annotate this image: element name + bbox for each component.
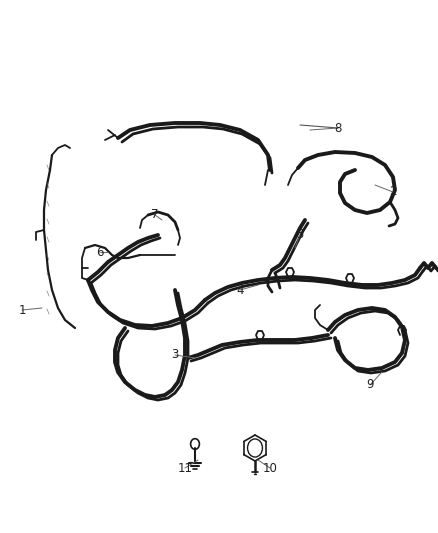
Text: 8: 8 (334, 122, 342, 134)
Text: 3: 3 (171, 349, 179, 361)
Text: 6: 6 (96, 246, 104, 259)
Text: 5: 5 (297, 229, 304, 241)
Text: 10: 10 (262, 462, 277, 474)
Text: 1: 1 (18, 303, 26, 317)
Text: 11: 11 (177, 462, 192, 474)
Text: 4: 4 (236, 284, 244, 296)
Text: 2: 2 (389, 185, 397, 198)
Text: 9: 9 (366, 378, 374, 392)
Text: 7: 7 (151, 208, 159, 222)
